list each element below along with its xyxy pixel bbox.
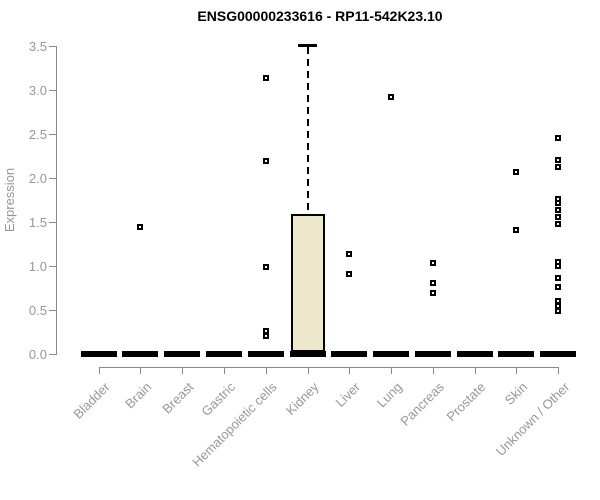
x-tick-label: Breast — [158, 379, 197, 417]
outlier-point — [555, 135, 562, 142]
box-zero-bar — [122, 351, 159, 357]
y-tick-mark — [49, 266, 56, 267]
y-tick-label: 1.0 — [28, 259, 47, 274]
outlier-point — [262, 74, 269, 81]
x-tick-label: Liver — [332, 379, 364, 410]
outlier-point — [346, 250, 353, 257]
outlier-point — [137, 224, 144, 231]
x-tick-label: Brain — [122, 379, 155, 412]
y-tick-mark — [49, 354, 56, 355]
x-tick-label: Gastric — [198, 379, 238, 420]
y-axis-line — [56, 46, 57, 355]
outlier-point — [555, 220, 562, 227]
x-tick-mark — [98, 367, 100, 374]
outlier-point — [262, 158, 269, 165]
outlier-point — [429, 290, 436, 297]
outlier-point — [555, 213, 562, 220]
box-zero-bar — [80, 351, 117, 357]
outlier-point — [429, 279, 436, 286]
whisker-line — [306, 47, 309, 215]
x-tick-label: Skin — [501, 379, 531, 408]
x-tick-label: Lung — [373, 379, 405, 411]
y-tick-mark — [49, 90, 56, 91]
x-tick-label: Pancreas — [397, 379, 447, 429]
y-axis-label: Expression — [2, 167, 17, 233]
chart-title: ENSG00000233616 - RP11-542K23.10 — [197, 8, 443, 24]
outlier-point — [555, 302, 562, 309]
x-axis-line — [98, 367, 560, 368]
outlier-point — [262, 263, 269, 270]
x-tick-label: Kidney — [282, 379, 322, 419]
outlier-point — [346, 270, 353, 277]
box-zero-bar — [289, 351, 326, 357]
outlier-point — [555, 163, 562, 170]
x-tick-mark — [558, 367, 560, 374]
outlier-point — [262, 332, 269, 339]
outlier-point — [513, 226, 520, 233]
y-tick-mark — [49, 178, 56, 179]
y-tick-label: 2.5 — [28, 127, 47, 142]
outlier-point — [388, 94, 394, 100]
outlier-point — [555, 263, 562, 269]
y-tick-label: 0.5 — [28, 303, 47, 318]
outlier-point — [555, 284, 562, 291]
x-tick-label: Bladder — [70, 379, 113, 422]
y-tick-label: 3.0 — [28, 83, 47, 98]
x-tick-mark — [349, 367, 351, 374]
y-tick-mark — [49, 134, 56, 135]
x-tick-mark — [516, 367, 518, 374]
outlier-point — [555, 199, 562, 206]
outlier-point — [555, 275, 562, 282]
x-tick-mark — [140, 367, 142, 374]
box-zero-bar — [331, 351, 368, 357]
box-zero-bar — [456, 351, 493, 357]
kidney-box — [290, 214, 325, 352]
x-tick-label: Unknown / Other — [492, 379, 573, 459]
y-tick-label: 1.5 — [28, 215, 47, 230]
outlier-point — [555, 157, 562, 164]
box-zero-bar — [373, 351, 409, 357]
x-tick-mark — [265, 367, 267, 374]
outlier-point — [555, 206, 562, 213]
x-tick-mark — [223, 367, 225, 374]
outlier-point — [555, 307, 562, 314]
box-zero-bar — [164, 351, 201, 357]
x-tick-mark — [432, 367, 434, 374]
whisker-cap — [298, 44, 317, 47]
y-tick-mark — [49, 46, 56, 47]
box-zero-bar — [498, 351, 535, 357]
box-zero-bar — [414, 351, 451, 357]
box-zero-bar — [205, 351, 242, 357]
x-tick-label: Prostate — [443, 379, 489, 425]
x-tick-mark — [182, 367, 184, 374]
outlier-point — [429, 260, 436, 267]
y-tick-label: 0.0 — [28, 347, 47, 362]
x-tick-mark — [307, 367, 309, 374]
box-zero-bar — [540, 351, 577, 357]
y-tick-mark — [49, 310, 56, 311]
box-zero-bar — [247, 351, 284, 357]
x-tick-mark — [391, 367, 392, 374]
y-tick-label: 2.0 — [28, 171, 47, 186]
x-tick-mark — [474, 367, 476, 374]
outlier-point — [513, 168, 520, 175]
y-tick-label: 3.5 — [28, 39, 47, 54]
y-tick-mark — [49, 222, 56, 223]
